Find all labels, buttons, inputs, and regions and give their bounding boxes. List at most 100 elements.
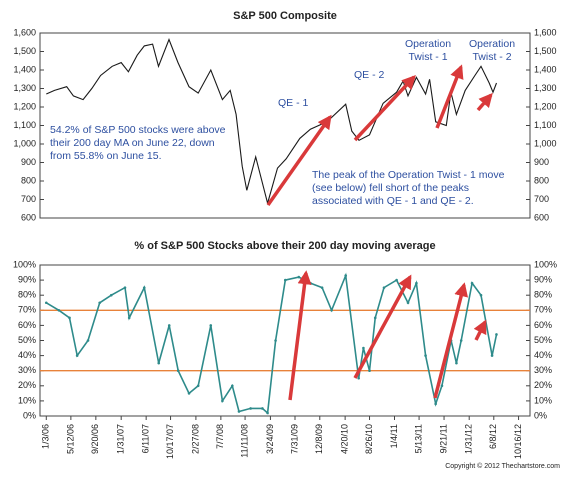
data-point (86, 339, 90, 342)
data-point (127, 316, 131, 320)
y-tick-label: 100% (534, 259, 557, 269)
y-tick-label: 60% (18, 320, 36, 330)
y-tick-label: 10% (18, 395, 36, 405)
data-point (495, 333, 498, 336)
data-point (57, 309, 61, 312)
data-point (109, 293, 113, 297)
data-point (157, 361, 161, 365)
arrow (476, 92, 493, 112)
y-tick-label: 1,100 (534, 120, 557, 130)
x-tick-label: 5/13/11 (413, 424, 423, 453)
x-tick-label: 6/8/12 (488, 424, 498, 449)
y-tick-label: 1,200 (534, 101, 557, 111)
data-point (395, 278, 398, 282)
y-tick-label: 0% (534, 410, 547, 420)
annotation: Twist - 1 (408, 51, 447, 63)
y-tick-label: 20% (534, 380, 552, 390)
y-tick-label: 10% (534, 395, 552, 405)
data-point (297, 275, 301, 279)
y-tick-label: 80% (18, 290, 36, 300)
data-point (373, 316, 377, 320)
data-point (440, 384, 444, 388)
arrow (353, 74, 416, 142)
data-point (455, 361, 458, 365)
data-point (357, 376, 360, 380)
data-point (274, 339, 277, 342)
y-tick-label: 700 (21, 194, 36, 204)
data-point (415, 281, 418, 285)
annotation: from 55.8% on June 15. (50, 150, 162, 162)
x-tick-label: 1/31/07 (116, 424, 126, 454)
y-tick-label: 800 (534, 175, 549, 185)
y-tick-label: 1,000 (13, 138, 36, 148)
data-point (187, 392, 191, 395)
y-tick-label: 1,100 (13, 120, 36, 130)
x-tick-label: 9/20/06 (90, 424, 100, 454)
x-tick-label: 7/31/09 (289, 424, 299, 454)
x-tick-label: 3/24/09 (265, 424, 275, 454)
y-tick-label: 40% (534, 350, 552, 360)
x-tick-label: 2/27/08 (190, 424, 200, 454)
x-tick-label: 7/7/08 (215, 424, 225, 449)
data-point (123, 286, 127, 289)
data-point (362, 346, 365, 350)
arrow (288, 270, 312, 401)
data-point (368, 369, 371, 373)
data-point (176, 369, 180, 373)
arrow (353, 274, 412, 379)
y-tick-label: 90% (534, 274, 552, 284)
y-tick-label: 1,300 (13, 83, 36, 93)
x-tick-label: 4/20/10 (340, 424, 350, 454)
y-tick-label: 900 (21, 157, 36, 167)
y-tick-label: 1,000 (534, 138, 557, 148)
y-tick-label: 1,300 (534, 83, 557, 93)
y-tick-label: 800 (21, 175, 36, 185)
x-tick-label: 12/8/09 (314, 424, 324, 454)
y-tick-label: 70% (18, 305, 36, 315)
y-tick-label: 900 (534, 157, 549, 167)
y-tick-label: 50% (18, 335, 36, 345)
annotation: Twist - 2 (472, 51, 511, 63)
annotation: their 200 day MA on June 22, down (50, 137, 215, 149)
y-tick-label: 30% (534, 365, 552, 375)
arrow (266, 114, 332, 207)
data-line (46, 37, 498, 206)
data-point (459, 339, 463, 342)
arrows (266, 64, 493, 401)
annotation: QE - 1 (278, 97, 309, 109)
chart-title: % of S&P 500 Stocks above their 200 day … (134, 240, 435, 252)
y-tick-label: 1,600 (13, 27, 36, 37)
y-tick-label: 1,500 (534, 46, 557, 56)
x-tick-label: 5/12/06 (65, 424, 75, 454)
x-tick-label: 10/17/07 (165, 424, 175, 459)
x-tick-label: 9/21/11 (438, 424, 448, 453)
data-point (434, 402, 437, 406)
y-tick-label: 70% (534, 305, 552, 315)
data-point (283, 278, 287, 282)
data-point (490, 354, 494, 357)
data-point (406, 301, 410, 305)
y-tick-label: 20% (18, 380, 36, 390)
y-tick-label: 50% (534, 335, 552, 345)
plot-frame (39, 264, 531, 417)
chart-title: S&P 500 Composite (233, 10, 337, 22)
y-tick-label: 700 (534, 194, 549, 204)
y-tick-label: 1,600 (534, 27, 557, 37)
data-point (98, 301, 101, 305)
annotation: associated with QE - 1 and QE - 2. (312, 195, 474, 207)
data-point (142, 286, 146, 289)
y-tick-label: 0% (23, 410, 36, 420)
data-point (221, 399, 224, 403)
x-tick-label: 1/3/06 (41, 424, 51, 449)
y-tick-label: 30% (18, 365, 36, 375)
data-point (382, 286, 386, 289)
annotation: The peak of the Operation Twist - 1 move (312, 169, 505, 181)
annotation: Operation (469, 38, 515, 50)
data-point (75, 354, 79, 357)
x-tick-label: 6/11/07 (141, 424, 151, 453)
data-point (330, 309, 333, 312)
data-point (309, 281, 312, 285)
annotation: QE - 2 (354, 69, 385, 81)
data-point (470, 281, 474, 285)
